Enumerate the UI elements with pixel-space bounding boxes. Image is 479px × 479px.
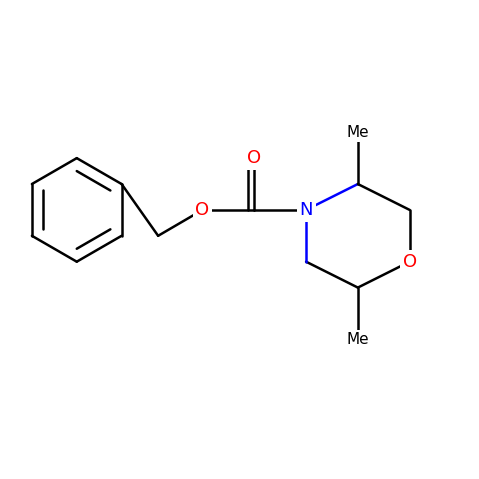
Text: Me: Me — [346, 125, 369, 140]
Text: O: O — [402, 253, 417, 271]
Text: O: O — [195, 201, 210, 219]
Text: O: O — [247, 149, 262, 167]
Text: N: N — [299, 201, 313, 219]
Text: Me: Me — [346, 332, 369, 347]
